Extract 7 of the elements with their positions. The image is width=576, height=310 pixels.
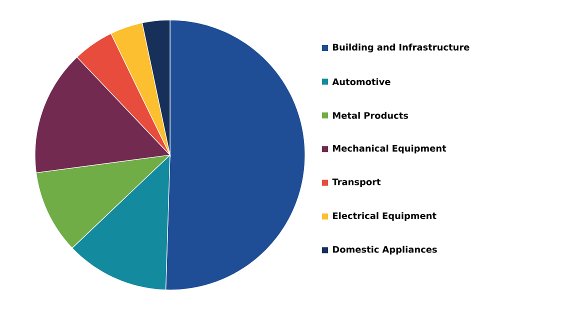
- legend-label: Transport: [332, 178, 381, 187]
- legend-label: Electrical Equipment: [333, 212, 436, 221]
- legend-label: Automotive: [332, 78, 390, 86]
- legend-label: Metal Products: [333, 112, 408, 119]
- legend-label: Domestic Appliances: [333, 246, 437, 255]
- legend-label: Mechanical Equipment: [333, 144, 446, 154]
- legend-label: Building and Infrastructure: [333, 44, 470, 52]
